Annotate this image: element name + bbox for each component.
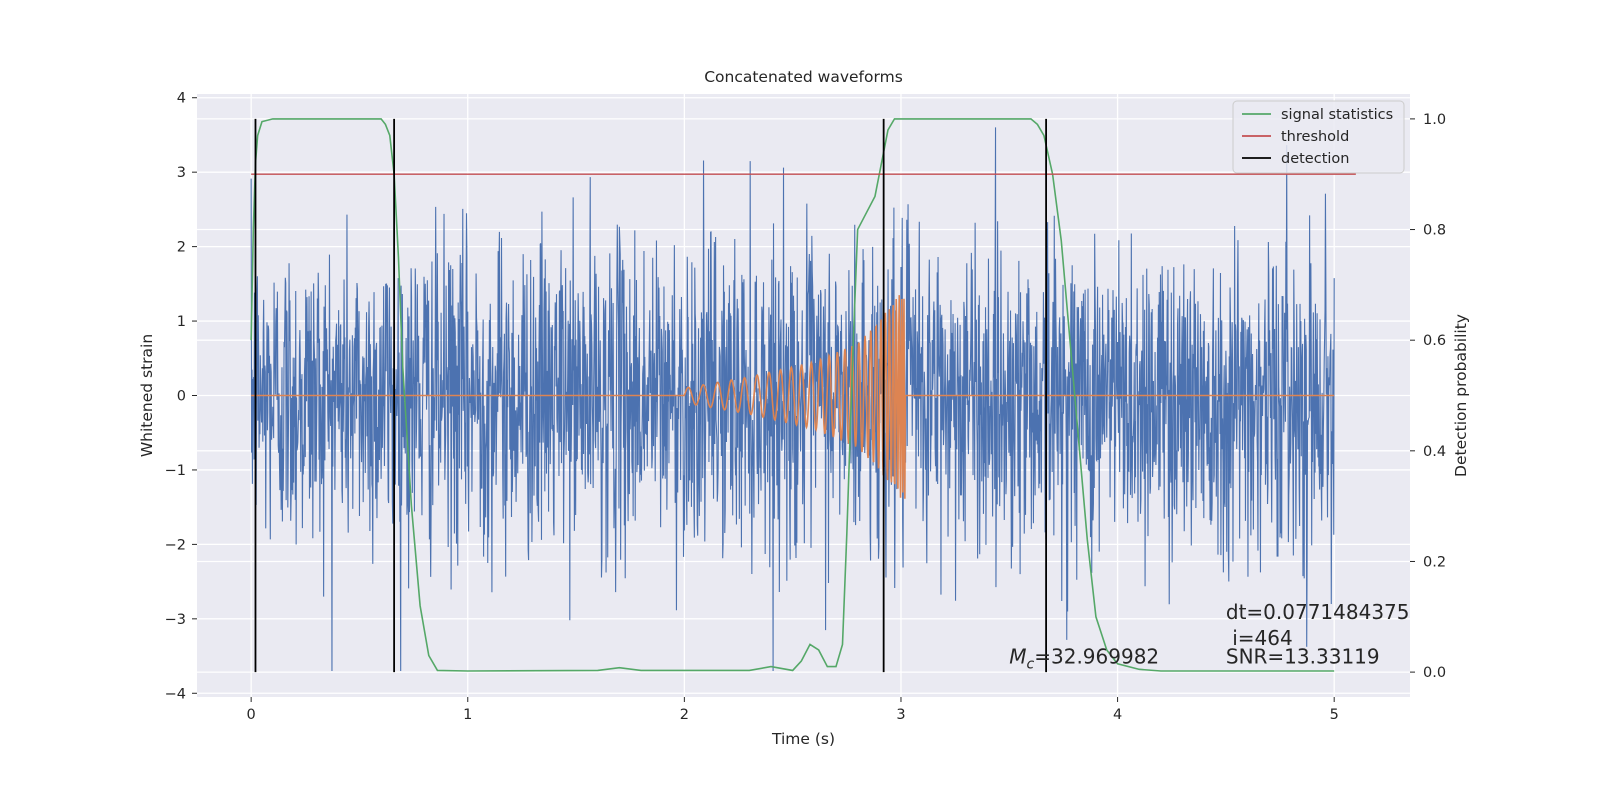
legend-box [1232,100,1405,174]
y-tick-label: 2 [177,240,186,256]
grid [197,94,1410,697]
annotation-subscript: c [1027,657,1035,673]
annotation-value: =32.969982 [1034,645,1159,669]
y-axis-label: Whitened strain [138,334,156,457]
x-tick-label: 2 [680,707,689,723]
y2-tick-label: 0.8 [1423,223,1446,239]
y2-axis-label: Detection probability [1452,314,1470,477]
plot-area [250,118,1356,673]
y-tick-label: 1 [177,314,186,330]
x-tick-label: 4 [1113,707,1122,723]
annotation: i=464 [1226,626,1293,650]
y2-tick-label: 0.6 [1423,333,1446,349]
y-tick-label: 3 [177,165,186,181]
y-tick-label: −1 [165,463,186,479]
y-tick-label: −4 [165,686,186,702]
x-tick-label: 1 [463,707,472,723]
annotation: SNR=13.33119 [1226,645,1380,669]
y-tick-label: 4 [177,91,186,107]
y2-tick-label: 0.2 [1423,554,1446,570]
legend-label: signal statistics [1281,107,1393,123]
y2-tick-label: 0.4 [1423,444,1446,460]
annotation: Mc=32.969982 [1009,645,1159,673]
series-detection [254,118,1047,673]
y-tick-label: 0 [177,389,186,405]
y-tick-label: −3 [165,612,186,628]
series-template [251,295,1335,499]
legend-label: threshold [1281,129,1349,145]
x-tick-label: 5 [1330,707,1339,723]
y-tick-label: −2 [165,537,186,553]
axes: 0 1 2 3 4 5 −4 −3 −2 −1 0 1 2 3 4 0.0 0.2 0.4 0.6 0.8 1.0 [165,91,1446,723]
y2-tick-label: 1.0 [1423,112,1446,128]
x-tick-label: 3 [896,707,905,723]
annotation: dt=0.0771484375 [1226,600,1410,624]
x-axis-label: Time (s) [771,730,835,748]
x-tick-label: 0 [247,707,256,723]
legend-label: detection [1281,151,1349,167]
series-strain [250,127,1335,671]
chart-title: Concatenated waveforms [704,68,903,86]
legend: signal statistics threshold detection [1232,100,1405,174]
y2-tick-label: 0.0 [1423,665,1446,681]
annotation-symbol: M [1009,645,1026,669]
